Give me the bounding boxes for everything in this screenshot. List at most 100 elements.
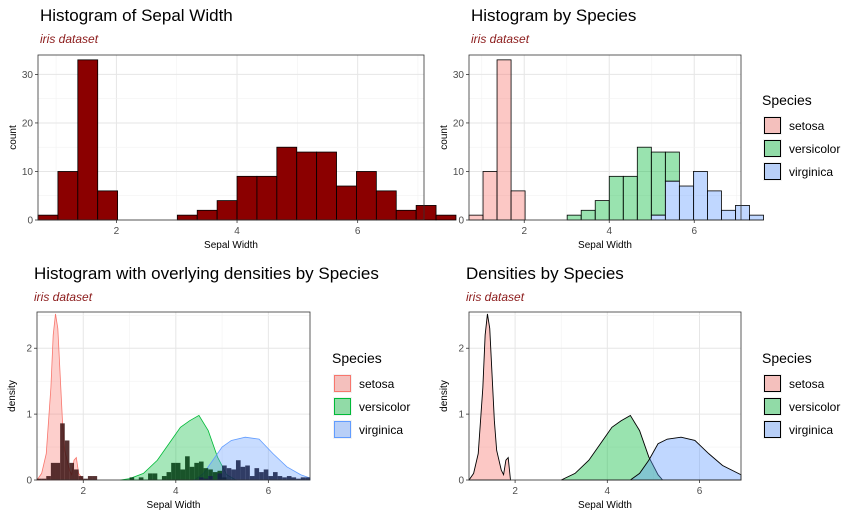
legend-item-virginica: virginica xyxy=(762,160,840,183)
histogram-bar-virginica xyxy=(245,465,250,480)
panel-border xyxy=(37,54,425,221)
x-tick-label: 4 xyxy=(234,226,240,237)
histogram-bar-setosa xyxy=(92,476,98,480)
x-tick-label: 6 xyxy=(697,486,703,497)
histogram-bar-virginica xyxy=(203,478,209,480)
y-tick-label: 10 xyxy=(453,167,465,178)
histogram-bar-versicolor xyxy=(212,472,218,480)
legend-item-versicolor: versicolor xyxy=(332,395,410,418)
panel3-subtitle: iris dataset xyxy=(34,290,93,304)
histogram-bar-versicolor xyxy=(161,476,167,480)
histogram-bar-setosa xyxy=(69,462,75,480)
histogram-bar-virginica xyxy=(268,476,273,480)
histogram-bar-versicolor xyxy=(171,462,176,480)
legend-key-virginica xyxy=(332,419,353,440)
legend-item-virginica: virginica xyxy=(762,418,840,441)
x-tick-label: 6 xyxy=(266,486,272,497)
x-axis-label: Sepal Width xyxy=(204,240,258,251)
histogram-bar-virginica xyxy=(249,476,255,480)
histogram-bar-virginica xyxy=(263,469,269,480)
legend-item-setosa: setosa xyxy=(762,372,840,395)
y-tick-label: 30 xyxy=(453,70,465,81)
panel2-legend: Species setosa versicolor virginica xyxy=(762,92,840,183)
histogram-bar-versicolor xyxy=(185,456,190,480)
panel1-histogram-plot: 2 4 6 0 10 20 30 Sepal Width count xyxy=(8,54,457,251)
histogram-bar-virginica xyxy=(291,477,297,480)
legend-item-setosa: setosa xyxy=(762,114,840,137)
y-tick-label: 20 xyxy=(453,118,465,129)
y-axis-label: density xyxy=(439,380,450,412)
x-tick-label: 2 xyxy=(512,486,518,497)
legend-label: versicolor xyxy=(789,141,841,156)
legend-item-versicolor: versicolor xyxy=(762,395,840,418)
histogram-bar-virginica xyxy=(235,460,241,480)
histogram-bar-virginica xyxy=(305,477,310,480)
histogram-bar-virginica xyxy=(272,472,278,480)
histogram-bar-virginica xyxy=(735,205,750,221)
legend-label: versicolor xyxy=(789,399,841,414)
legend-label: virginica xyxy=(359,422,404,437)
y-tick-label: 2 xyxy=(458,344,464,355)
x-tick-label: 4 xyxy=(605,486,611,497)
histogram-bar-virginica xyxy=(749,214,764,221)
x-axis-label: Sepal Width xyxy=(578,240,632,251)
legend-label: setosa xyxy=(789,118,825,133)
histogram-bar-versicolor xyxy=(208,469,213,480)
y-axis-label: count xyxy=(439,125,450,150)
panel2-species-histogram-plot: 2 4 6 0 10 20 30 Sepal Width count xyxy=(439,54,764,251)
histogram-bar-versicolor xyxy=(180,469,186,480)
y-axis-label: density xyxy=(7,380,18,412)
histogram-bar-setosa xyxy=(46,476,51,480)
y-tick-label: 0 xyxy=(458,216,464,227)
density-area-setosa xyxy=(36,313,85,481)
histogram-bar-versicolor xyxy=(664,151,680,182)
histogram-bar-setosa xyxy=(83,478,88,480)
histogram-bar-setosa xyxy=(60,423,65,480)
legend-title: Species xyxy=(762,350,812,366)
panel3-legend: Species setosa versicolor virginica xyxy=(332,350,410,441)
histogram-bar-versicolor xyxy=(138,477,144,480)
x-axis-label: Sepal Width xyxy=(147,500,201,511)
density-area-versicolor xyxy=(561,414,664,481)
histogram-bar-setosa xyxy=(37,478,42,480)
histogram-bar-virginica xyxy=(198,477,204,480)
histogram-bar-versicolor xyxy=(152,473,158,480)
histogram-bar-versicolor xyxy=(198,461,204,480)
legend-key-versicolor xyxy=(762,396,783,417)
legend-key-setosa xyxy=(762,373,783,394)
x-axis-label: Sepal Width xyxy=(578,500,632,511)
x-tick-label: 2 xyxy=(114,226,120,237)
y-tick-label: 1 xyxy=(458,410,464,421)
histogram-bar-versicolor xyxy=(203,468,209,480)
legend-key-versicolor xyxy=(762,138,783,159)
panel1-title: Histogram of Sepal Width xyxy=(40,6,233,25)
histogram-bar-virginica xyxy=(282,477,287,480)
histogram-bar-setosa xyxy=(78,476,84,480)
panel3-title: Histogram with overlying densities by Sp… xyxy=(34,264,379,283)
histogram-bar-virginica xyxy=(208,476,213,480)
legend-label: virginica xyxy=(789,422,834,437)
x-tick-label: 2 xyxy=(521,226,527,237)
histogram-bar-versicolor xyxy=(166,472,172,480)
y-tick-label: 10 xyxy=(22,167,34,178)
histogram-bar-versicolor xyxy=(129,477,135,480)
panel2-title: Histogram by Species xyxy=(471,6,637,25)
histogram-bar xyxy=(435,214,457,221)
histogram-bar-virginica xyxy=(300,477,306,480)
y-axis-label: count xyxy=(8,125,19,150)
panel1-subtitle: iris dataset xyxy=(40,32,99,46)
histogram-bar xyxy=(415,205,437,221)
histogram-bar-virginica xyxy=(259,472,264,480)
legend-key-virginica xyxy=(762,419,783,440)
histogram-bar-virginica xyxy=(286,476,292,480)
density-area-setosa xyxy=(468,313,511,481)
legend-item-virginica: virginica xyxy=(332,418,410,441)
panel4-subtitle: iris dataset xyxy=(466,290,525,304)
y-tick-label: 20 xyxy=(22,118,34,129)
panel3-hist-density-plot: 2 4 6 0 1 2 Sepal Width density xyxy=(7,311,311,511)
histogram-bar-versicolor xyxy=(189,466,195,480)
y-tick-label: 0 xyxy=(27,216,33,227)
y-tick-label: 0 xyxy=(458,476,464,487)
legend-key-virginica xyxy=(762,161,783,182)
